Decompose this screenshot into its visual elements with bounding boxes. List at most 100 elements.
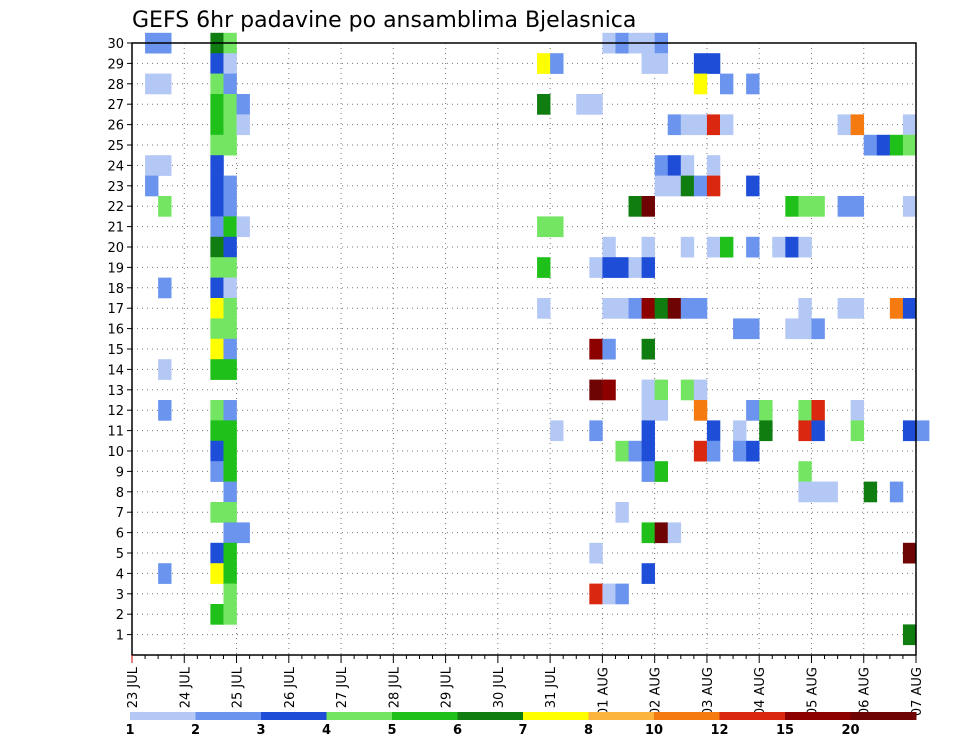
precip-cell (210, 216, 224, 238)
colorbar-label: 6 (453, 723, 462, 738)
precip-cell (537, 216, 551, 238)
precip-cell (798, 461, 812, 482)
precip-cell (210, 236, 224, 258)
precip-cell (210, 502, 224, 523)
precip-cell (811, 420, 825, 442)
y-tick-label: 11 (107, 425, 124, 440)
colorbar-label: 3 (256, 723, 265, 738)
precip-cell (706, 440, 721, 462)
y-tick-label: 9 (116, 465, 124, 480)
precip-cell (798, 420, 812, 442)
precip-cell (236, 114, 250, 136)
y-tick-label: 28 (107, 78, 124, 93)
precip-cell (641, 338, 655, 360)
y-tick-label: 6 (116, 527, 124, 542)
precip-cell (210, 420, 224, 442)
precip-cell (550, 53, 564, 74)
precip-cell (145, 175, 159, 197)
colorbar-label: 15 (776, 723, 794, 738)
precip-cell (223, 583, 237, 605)
colorbar-segment (195, 712, 262, 720)
precip-cell (223, 134, 237, 156)
precip-cell (550, 216, 564, 238)
precip-cell (210, 53, 224, 74)
y-tick-label: 4 (116, 567, 124, 582)
colorbar-segment (326, 712, 393, 720)
precip-cell (693, 73, 708, 95)
precip-cell (223, 359, 237, 380)
precip-cell (902, 298, 917, 319)
precip-cell (706, 175, 721, 197)
colorbar-segment (130, 712, 196, 720)
y-tick-label: 23 (107, 180, 124, 195)
precip-cell (693, 440, 708, 462)
precip-cell (759, 420, 773, 442)
colorbar-segment (392, 712, 458, 720)
grid-lines (132, 42, 916, 655)
precip-cell (837, 298, 851, 319)
precip-cell (223, 277, 237, 299)
precip-cell (145, 73, 159, 95)
y-tick-label: 21 (107, 221, 124, 236)
precip-cell (223, 604, 237, 625)
precip-cell (615, 257, 629, 278)
precip-cell (889, 134, 904, 156)
y-tick-label: 20 (107, 241, 124, 256)
precip-cell (223, 94, 237, 115)
precip-cell (772, 236, 786, 258)
y-axis-ticks: 1234567891011121314151617181920212223242… (107, 37, 132, 644)
precip-cell (223, 502, 237, 523)
precip-cell (210, 196, 224, 217)
y-tick-label: 27 (107, 98, 124, 113)
precip-cell (210, 94, 224, 115)
colorbar: 1 2 3 4 5 6 7 8 10 12 15 20 (125, 712, 917, 738)
precip-cell (223, 257, 237, 278)
y-tick-label: 30 (107, 37, 124, 52)
precip-cell (210, 542, 224, 564)
precip-cell (693, 175, 708, 197)
precip-cell (158, 196, 172, 217)
precip-cell (223, 196, 237, 217)
precip-cell (210, 400, 224, 421)
precip-cell (158, 359, 172, 380)
precip-cell (680, 175, 695, 197)
precip-cell (706, 236, 721, 258)
precip-cell (889, 481, 904, 503)
precip-cell (654, 461, 669, 482)
y-tick-label: 19 (107, 261, 124, 276)
precip-cell (210, 73, 224, 95)
precip-cell (746, 440, 760, 462)
colorbar-segment (588, 712, 655, 720)
precip-cell (210, 277, 224, 299)
precip-cell (693, 298, 708, 319)
colorbar-segment (654, 712, 720, 720)
precip-cell (628, 298, 642, 319)
precip-cell (641, 379, 655, 401)
precip-cell (654, 53, 669, 74)
precip-cell (850, 114, 865, 136)
y-tick-label: 7 (116, 506, 124, 521)
precip-cell (641, 522, 655, 544)
precip-cell (641, 440, 655, 462)
precip-cell (654, 522, 669, 544)
precip-cell (667, 114, 682, 136)
colorbar-segment (523, 712, 589, 720)
x-tick-label: 04 AUG (753, 667, 768, 716)
precip-cell (706, 155, 721, 176)
precip-cell (602, 298, 616, 319)
x-tick-label: 01 AUG (596, 667, 611, 716)
precip-cell (589, 94, 603, 115)
precip-cell (602, 236, 616, 258)
precip-cell (654, 175, 669, 197)
precip-cell (145, 155, 159, 176)
precip-cell (210, 134, 224, 156)
precip-cell (798, 481, 812, 503)
colorbar-segment (719, 712, 786, 720)
precip-cell (654, 155, 669, 176)
precip-cell (902, 134, 917, 156)
x-tick-label: 29 JUL (440, 666, 455, 708)
precip-cell (236, 94, 250, 115)
precip-cell (706, 114, 721, 136)
precip-cell (602, 257, 616, 278)
colorbar-label: 8 (584, 723, 593, 738)
